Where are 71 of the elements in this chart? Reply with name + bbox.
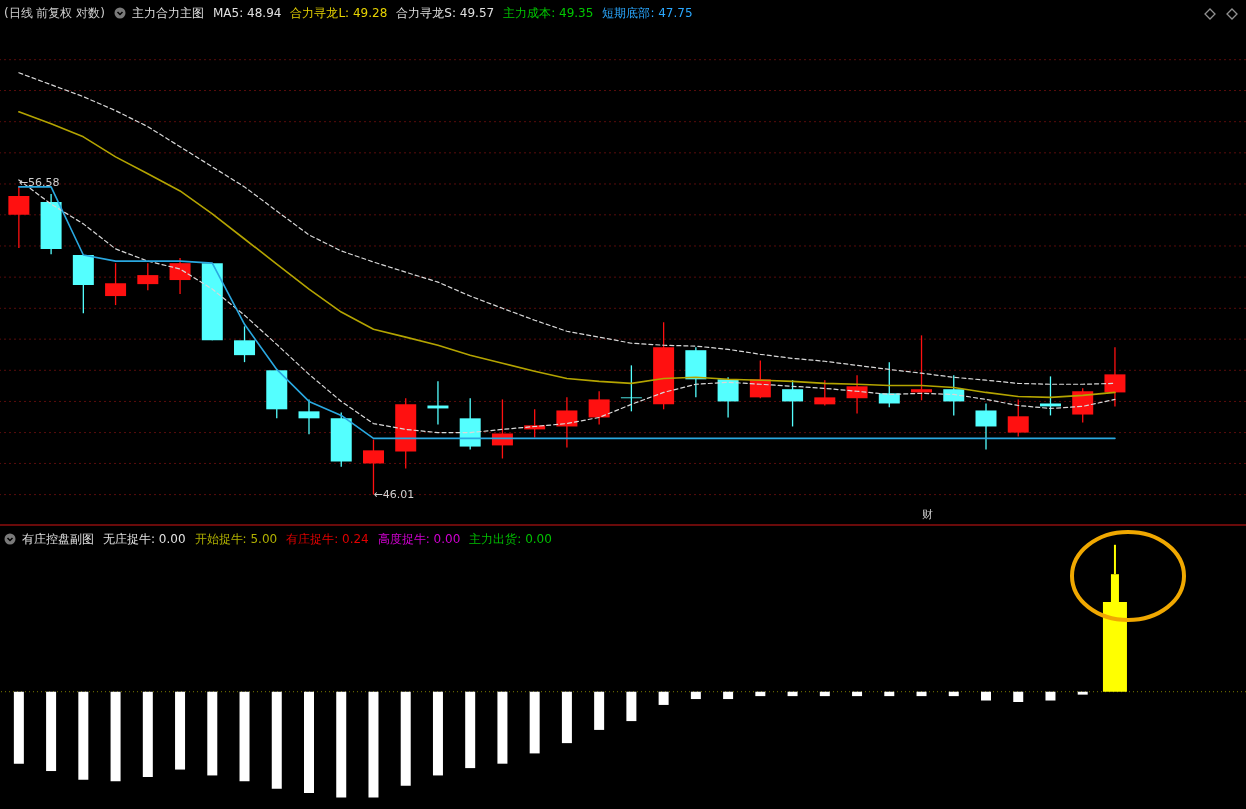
bar [981, 691, 991, 701]
bar [787, 691, 798, 697]
text: (日线 前复权 对数) [4, 4, 105, 22]
bar [46, 691, 57, 772]
bar [497, 691, 508, 764]
bar [465, 691, 476, 769]
bar [723, 691, 734, 700]
bar [529, 691, 540, 754]
annotation: ←56.58 [18, 175, 60, 189]
bar [207, 691, 218, 776]
bar [916, 691, 927, 697]
bar [110, 691, 121, 782]
bar [78, 691, 89, 780]
candlestick [8, 186, 30, 249]
candlestick [556, 396, 578, 449]
bar [1077, 691, 1088, 695]
annotation: 财 [921, 508, 933, 522]
bar [239, 691, 250, 782]
bar [1045, 691, 1056, 701]
candlestick [717, 376, 739, 419]
bar [948, 691, 959, 697]
bar [1013, 691, 1024, 702]
candlestick [814, 379, 836, 407]
candlestick [169, 257, 191, 295]
candlestick [588, 390, 610, 426]
bar [142, 691, 153, 777]
bar [594, 691, 605, 730]
bar [13, 691, 24, 764]
bar [400, 691, 411, 786]
candlestick [1104, 346, 1126, 408]
annotation: 合力寻龙L: 49.28 [290, 4, 388, 22]
candlestick [105, 262, 127, 306]
bar [432, 691, 443, 776]
bar [175, 691, 186, 770]
candlestick [1007, 398, 1029, 438]
bar [755, 691, 766, 697]
candlestick [911, 334, 933, 401]
annotation: 主力成本: 49.35 [503, 4, 594, 22]
bar [690, 691, 701, 700]
candlestick [234, 325, 256, 363]
annotation: 开始捉牛: 5.00 [194, 530, 278, 548]
annotation: ←46.01 [373, 487, 415, 501]
annotation: 无庄捉牛: 0.00 [103, 530, 186, 548]
bar [304, 691, 314, 794]
annotation: MA5: 48.94 [213, 6, 282, 20]
candlestick [782, 379, 804, 428]
bar [561, 691, 572, 744]
annotation: 主力合力主图 [132, 4, 204, 22]
bar [819, 691, 830, 697]
bar [271, 691, 282, 789]
candlestick [943, 374, 965, 417]
bar [336, 691, 347, 798]
annotation: 有庄捉牛: 0.24 [286, 530, 369, 548]
candlestick [846, 374, 868, 415]
candlestick [1039, 375, 1061, 417]
candlestick [137, 262, 159, 291]
candlestick [620, 364, 642, 412]
bar [658, 691, 669, 705]
annotation: 主力出货: 0.00 [469, 530, 552, 548]
annotation: 短期底部: 47.75 [602, 4, 693, 22]
bar [852, 691, 863, 697]
bar [626, 691, 637, 722]
candlestick [298, 398, 320, 435]
annotation: 合力寻龙S: 49.57 [396, 4, 495, 22]
annotation: 高度捉牛: 0.00 [377, 530, 461, 548]
candlestick [975, 402, 997, 451]
bar [884, 691, 895, 697]
chart-title: 有庄控盘副图 [22, 530, 94, 548]
candlestick [491, 398, 513, 460]
candlestick [1072, 387, 1094, 424]
bar [368, 691, 379, 798]
